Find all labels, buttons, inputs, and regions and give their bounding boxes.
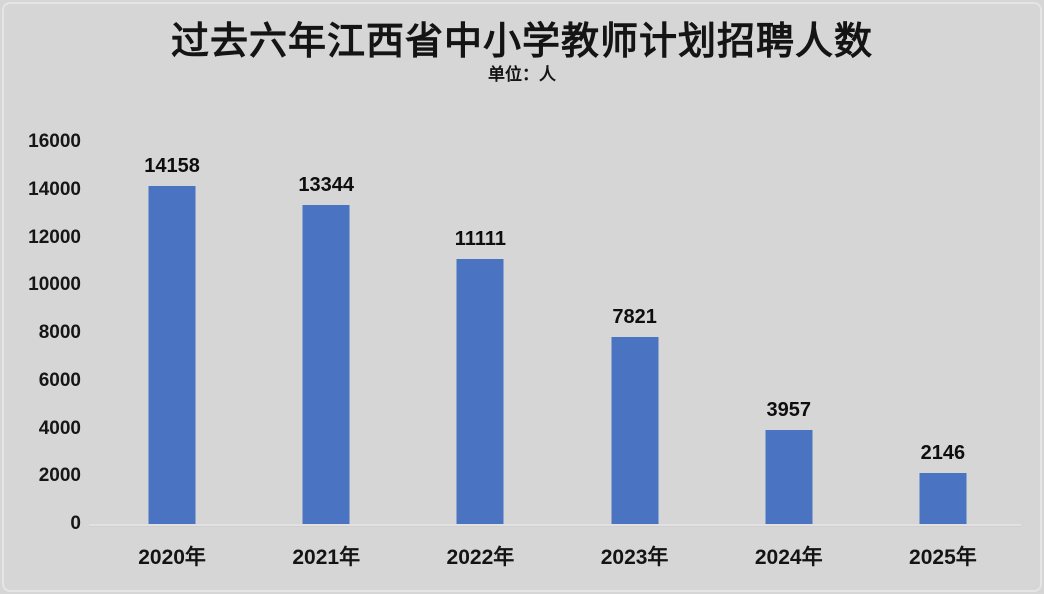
bar-2023年 (611, 337, 659, 524)
bar-slot-2020年: 14158 2020年 (95, 142, 249, 569)
bar-slot-2021年: 13344 2021年 (249, 142, 403, 569)
bar-2025年 (919, 472, 967, 524)
bar-2020年 (148, 185, 196, 524)
y-axis-tick-label: 12000 (28, 226, 81, 248)
y-axis-tick-label: 16000 (28, 131, 81, 152)
plot-area: 0 2000 4000 6000 8000 10000 12000 14000 16000 14… (28, 131, 1021, 569)
x-axis-tick-label: 2023年 (600, 546, 669, 569)
y-axis-tick-label: 10000 (28, 274, 81, 296)
x-axis-tick-label: 2025年 (909, 546, 977, 569)
bar-value-label: 11111 (454, 227, 507, 250)
x-axis-line (89, 524, 1021, 526)
x-axis-tick-label: 2024年 (754, 546, 823, 569)
bar-2022年 (456, 258, 504, 524)
bar-slot-2023年: 7821 2023年 (558, 142, 712, 569)
bar-value-label: 7821 (612, 306, 657, 329)
chart-subtitle: 单位：人 (488, 65, 556, 84)
x-axis-tick-label: 2020年 (138, 546, 206, 569)
y-axis-tick-label: 14000 (28, 178, 81, 200)
x-axis-tick-label: 2021年 (292, 546, 361, 569)
bar-slot-2022年: 11111 2022年 (403, 142, 557, 569)
y-axis-tick-label: 4000 (38, 417, 81, 439)
y-axis-tick-label: 6000 (38, 369, 81, 391)
y-axis-tick-label: 8000 (38, 322, 81, 343)
bar-value-label: 2146 (920, 441, 966, 464)
x-axis-tick-label: 2022年 (446, 546, 515, 569)
y-axis-tick-label: 0 (70, 513, 81, 534)
bar-2024年 (765, 429, 813, 524)
bar-2021年 (302, 205, 350, 524)
bar-value-label: 14158 (144, 154, 200, 177)
bar-value-label: 13344 (298, 174, 355, 197)
bar-slot-2025年: 2146 2025年 (866, 142, 1020, 569)
y-axis-tick-label: 2000 (38, 465, 81, 487)
bar-slot-2024年: 3957 2024年 (712, 142, 866, 569)
bar-value-label: 3957 (766, 398, 811, 421)
chart-title: 过去六年江西省中小学教师计划招聘人数 (170, 21, 873, 63)
